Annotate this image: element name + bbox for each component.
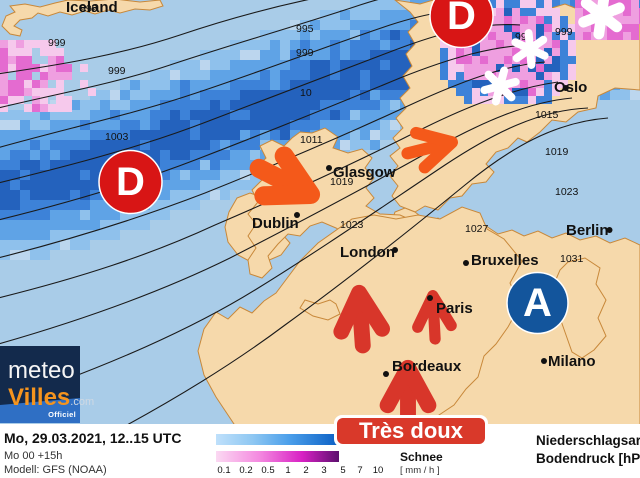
svg-text:Oslo: Oslo bbox=[554, 79, 587, 96]
svg-text:Milano: Milano bbox=[548, 353, 596, 370]
svg-text:Berlin: Berlin bbox=[566, 222, 609, 239]
svg-text:1003: 1003 bbox=[105, 131, 129, 143]
svg-text:Iceland: Iceland bbox=[66, 0, 118, 16]
svg-text:A: A bbox=[523, 281, 552, 325]
svg-text:1023: 1023 bbox=[555, 186, 579, 198]
svg-text:Mo 00 +15h: Mo 00 +15h bbox=[4, 450, 62, 462]
svg-text:999: 999 bbox=[296, 47, 314, 59]
svg-text:meteo: meteo bbox=[8, 357, 75, 384]
svg-text:D: D bbox=[116, 160, 145, 204]
svg-text:0.5: 0.5 bbox=[261, 465, 274, 476]
svg-text:5: 5 bbox=[340, 465, 345, 476]
svg-text:Bodendruck [hPa]: Bodendruck [hPa] bbox=[536, 451, 640, 466]
svg-text:Niederschlagsart: Niederschlagsart bbox=[536, 433, 640, 448]
svg-text:Très doux: Très doux bbox=[359, 418, 464, 443]
svg-text:1011: 1011 bbox=[300, 134, 323, 146]
svg-text:999: 999 bbox=[108, 65, 126, 77]
svg-text:Modell: GFS (NOAA): Modell: GFS (NOAA) bbox=[4, 464, 107, 476]
svg-text:027: 027 bbox=[400, 0, 418, 3]
svg-text:Dublin: Dublin bbox=[252, 215, 299, 232]
svg-text:999: 999 bbox=[555, 26, 573, 38]
svg-text:3: 3 bbox=[321, 465, 326, 476]
svg-text:Glasgow: Glasgow bbox=[333, 164, 396, 181]
svg-text:7: 7 bbox=[357, 465, 362, 476]
svg-text:10: 10 bbox=[373, 465, 384, 476]
svg-text:0.2: 0.2 bbox=[239, 465, 252, 476]
svg-text:0.1: 0.1 bbox=[217, 465, 230, 476]
svg-text:Bordeaux: Bordeaux bbox=[392, 358, 462, 375]
svg-text:2: 2 bbox=[303, 465, 308, 476]
svg-text:1: 1 bbox=[285, 465, 290, 476]
svg-text:1031: 1031 bbox=[560, 253, 584, 265]
svg-text:995: 995 bbox=[296, 23, 314, 35]
svg-text:Bruxelles: Bruxelles bbox=[471, 252, 539, 269]
svg-text:1027: 1027 bbox=[465, 223, 489, 235]
svg-text:D: D bbox=[447, 0, 476, 38]
svg-text:10: 10 bbox=[300, 87, 312, 99]
svg-text:Schnee: Schnee bbox=[400, 450, 443, 464]
svg-text:[ mm / h ]: [ mm / h ] bbox=[400, 465, 440, 476]
svg-text:Officiel: Officiel bbox=[48, 410, 76, 419]
svg-text:London: London bbox=[340, 244, 395, 261]
svg-text:1015: 1015 bbox=[535, 109, 559, 121]
svg-text:1019: 1019 bbox=[545, 146, 569, 158]
svg-text:1023: 1023 bbox=[340, 219, 364, 231]
svg-text:Paris: Paris bbox=[436, 300, 473, 317]
svg-text:999: 999 bbox=[48, 37, 66, 49]
svg-text:Mo, 29.03.2021, 12..15 UTC: Mo, 29.03.2021, 12..15 UTC bbox=[4, 430, 181, 446]
